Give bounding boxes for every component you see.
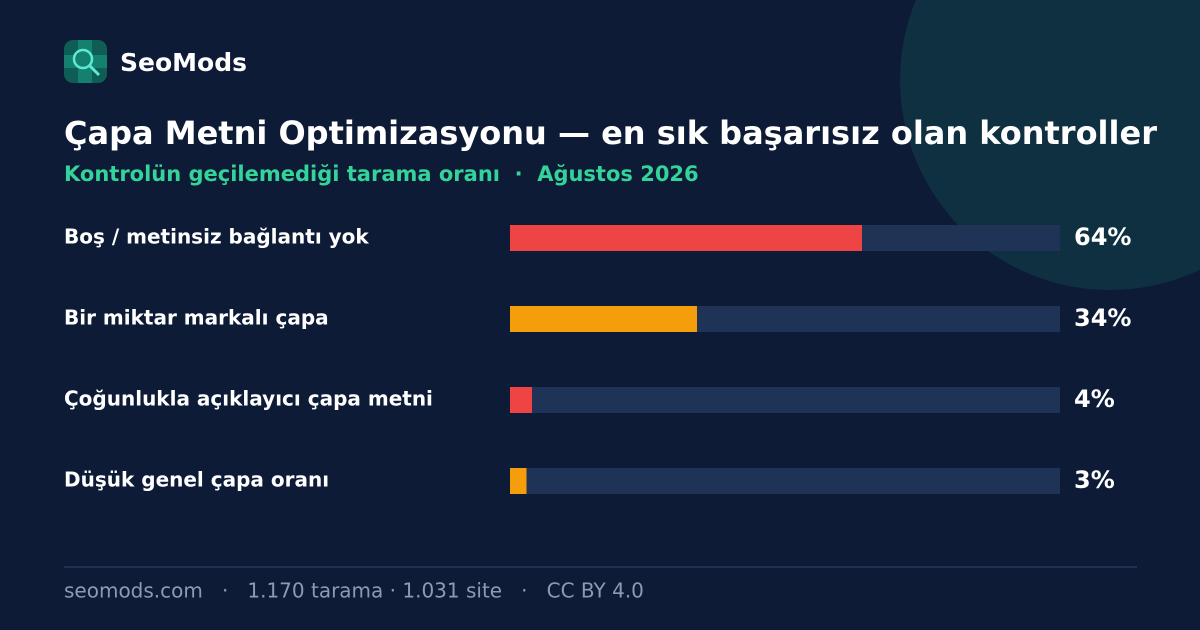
category-label: Düşük genel çapa oranı: [64, 468, 329, 492]
brand: SeoMods: [120, 48, 247, 77]
chart-subtitle: Kontrolün geçilemediği tarama oranı · Ağ…: [64, 162, 699, 186]
bar: [510, 225, 862, 251]
value-label: 34%: [1074, 304, 1131, 332]
bar: [510, 306, 697, 332]
chart-title: Çapa Metni Optimizasyonu — en sık başarı…: [64, 114, 1157, 152]
decor-circle: [900, 0, 1200, 290]
value-label: 4%: [1074, 385, 1115, 413]
category-label: Bir miktar markalı çapa: [64, 306, 329, 330]
bar-track: [510, 468, 1060, 494]
category-label: Çoğunlukla açıklayıcı çapa metni: [64, 387, 433, 411]
bar: [510, 387, 532, 413]
bar: [510, 468, 527, 494]
category-label: Boş / metinsiz bağlantı yok: [64, 225, 369, 249]
logo: [64, 40, 107, 83]
bar-track: [510, 387, 1060, 413]
value-label: 64%: [1074, 223, 1131, 251]
value-label: 3%: [1074, 466, 1115, 494]
footer: seomods.com · 1.170 tarama · 1.031 site …: [64, 579, 644, 603]
